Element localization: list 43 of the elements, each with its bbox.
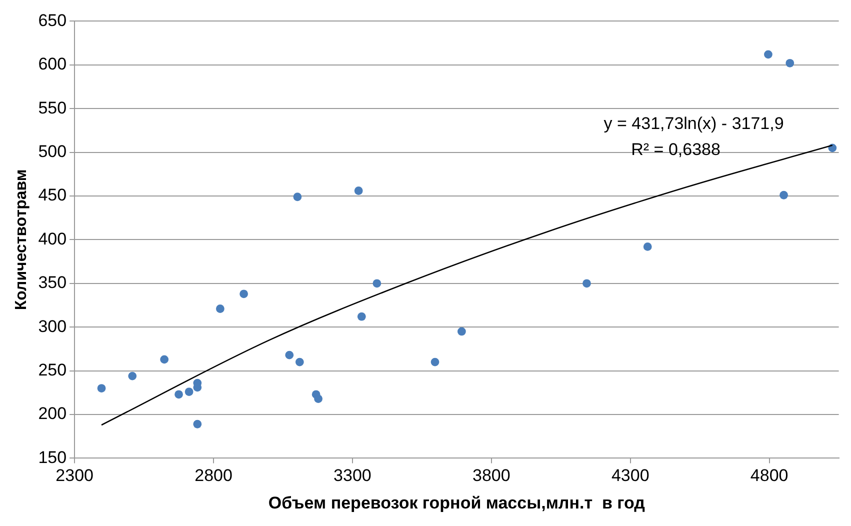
point <box>354 186 363 195</box>
annotation: R² = 0,6388 <box>631 140 720 160</box>
y-tick-label: 550 <box>38 98 67 118</box>
point <box>184 388 194 396</box>
point <box>764 50 772 59</box>
annotation: y = 431,73ln(x) - 3171,9 <box>604 114 784 134</box>
point <box>160 355 169 364</box>
point <box>372 279 382 288</box>
point <box>240 290 248 298</box>
point <box>786 58 794 68</box>
point <box>193 420 202 428</box>
y-tick-label: 600 <box>38 54 67 74</box>
point <box>643 242 652 251</box>
point <box>128 372 137 380</box>
y-axis-title: Количествотравм <box>13 169 30 310</box>
point <box>457 327 466 336</box>
y-tick-label: 650 <box>38 10 67 30</box>
x-tick-label: 2800 <box>194 466 232 486</box>
y-tick-label: 250 <box>38 360 67 380</box>
x-tick-label: 2300 <box>56 466 94 486</box>
y-tick-label: 450 <box>38 186 67 205</box>
y-tick-label: 150 <box>38 448 67 467</box>
point <box>582 279 591 288</box>
x-tick-label: 3800 <box>472 466 510 486</box>
x-axis-title: Объем перевозок горной массы,млн.т в год <box>268 493 646 512</box>
y-tick-label: 200 <box>38 404 67 424</box>
y-tick-label: 350 <box>38 273 67 292</box>
point <box>174 390 183 399</box>
point <box>430 358 440 366</box>
y-tick-label: 500 <box>38 142 67 161</box>
point <box>285 350 294 360</box>
point <box>780 190 788 200</box>
point <box>357 312 366 321</box>
point <box>293 192 302 202</box>
point <box>314 394 322 403</box>
y-tick-label: 400 <box>38 229 67 248</box>
point <box>295 358 304 366</box>
y-tick-label: 300 <box>38 316 67 336</box>
x-tick-label: 4800 <box>750 466 788 486</box>
point <box>216 304 224 313</box>
x-tick-label: 4300 <box>611 466 650 486</box>
point <box>97 384 106 392</box>
x-tick-label: 3300 <box>334 466 372 486</box>
